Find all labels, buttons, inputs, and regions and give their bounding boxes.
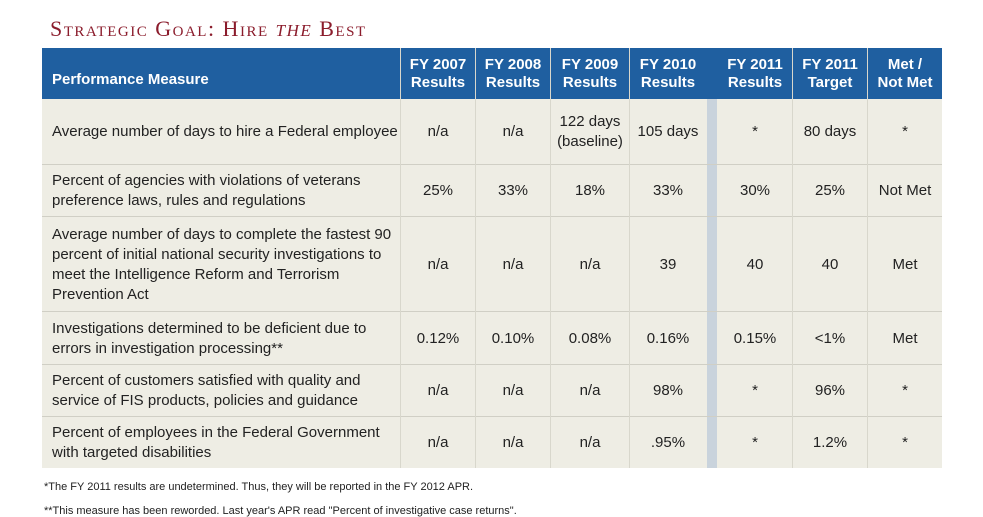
footnote: **This measure has been reworded. Last y…	[44, 505, 517, 517]
cell-fy2008: n/a	[502, 434, 524, 451]
cell-fy2011-results: 40	[746, 255, 764, 273]
cell-met: Met	[892, 255, 918, 273]
cell-fy2010: .95%	[650, 434, 686, 451]
cell-fy2008: n/a	[502, 255, 524, 273]
cell-fy2011-results: *	[752, 123, 758, 140]
column-divider	[792, 48, 793, 468]
footnote: *The FY 2011 results are undetermined. T…	[44, 481, 474, 493]
cell-fy2009: n/a	[579, 434, 601, 451]
cell-fy2008: n/a	[502, 382, 524, 399]
cell-fy2008: 33%	[497, 182, 529, 199]
cell-fy2008: 0.10%	[491, 329, 535, 347]
row-measure: Percent of agencies with violations of v…	[52, 172, 361, 209]
cell-fy2011-results: *	[752, 382, 758, 399]
cell-met: Not Met	[878, 182, 932, 199]
header-fy2010: FY 2010 Results	[639, 55, 697, 91]
cell-fy2007: n/a	[427, 434, 449, 451]
cell-met: *	[902, 123, 908, 140]
header-fy2008: FY 2008 Results	[484, 55, 542, 91]
row-measure: Percent of customers satisfied with qual…	[52, 372, 361, 409]
row-measure: Investigations determined to be deficien…	[52, 319, 367, 357]
cell-fy2010: 98%	[652, 382, 684, 399]
performance-table: Performance Measure FY 2007 Results FY 20…	[42, 48, 942, 468]
column-divider	[475, 48, 476, 468]
page-title: Strategic Goal: Hire the Best	[50, 16, 367, 41]
cell-fy2011-target: 80 days	[803, 123, 857, 140]
cell-fy2011-target: <1%	[814, 329, 846, 347]
cell-fy2011-results: 0.15%	[733, 329, 777, 347]
header-measure: Performance Measure	[52, 71, 209, 88]
cell-fy2007: n/a	[427, 123, 449, 140]
column-divider	[707, 48, 717, 468]
table-row: Average number of days to complete the f…	[42, 216, 942, 312]
cell-fy2010: 0.16%	[646, 329, 690, 347]
cell-met: Met	[892, 329, 918, 347]
table-row: Percent of customers satisfied with qual…	[42, 364, 942, 417]
header-fy2011-results: FY 2011 Results	[727, 55, 783, 91]
column-divider	[550, 48, 551, 468]
cell-fy2010: 39	[659, 255, 677, 273]
cell-met: *	[902, 382, 908, 399]
column-divider	[400, 48, 401, 468]
column-divider	[629, 48, 630, 468]
table-row: Investigations determined to be deficien…	[42, 311, 942, 365]
cell-fy2010: 33%	[652, 182, 684, 199]
cell-fy2007: n/a	[427, 255, 449, 273]
cell-fy2007: 0.12%	[416, 329, 460, 347]
cell-fy2011-target: 25%	[814, 182, 846, 199]
cell-fy2009: 122 days (baseline)	[557, 113, 623, 150]
cell-fy2011-target: 1.2%	[812, 434, 848, 451]
table-row: Percent of agencies with violations of v…	[42, 164, 942, 217]
cell-fy2011-results: 30%	[739, 182, 771, 199]
table-header-row: Performance Measure FY 2007 Results FY 20…	[42, 48, 942, 99]
cell-fy2009: n/a	[579, 382, 601, 399]
header-fy2009: FY 2009 Results	[561, 55, 619, 91]
cell-met: *	[902, 434, 908, 451]
header-fy2007: FY 2007 Results	[409, 55, 467, 91]
cell-fy2010: 105 days	[637, 123, 699, 140]
column-divider	[867, 48, 868, 468]
cell-fy2011-target: 40	[821, 255, 839, 273]
row-measure: Average number of days to complete the f…	[52, 225, 392, 303]
cell-fy2011-target: 96%	[814, 382, 846, 399]
table-row: Average number of days to hire a Federal…	[42, 100, 942, 164]
header-met-not-met: Met / Not Met	[877, 55, 933, 91]
cell-fy2009: n/a	[579, 255, 601, 273]
cell-fy2009: 0.08%	[568, 329, 612, 347]
row-measure: Average number of days to hire a Federal…	[52, 123, 398, 140]
cell-fy2009: 18%	[574, 182, 606, 199]
cell-fy2007: n/a	[427, 382, 449, 399]
cell-fy2011-results: *	[752, 434, 758, 451]
table-row: Percent of employees in the Federal Gove…	[42, 416, 942, 469]
header-fy2011-target: FY 2011 Target	[802, 55, 858, 91]
cell-fy2008: n/a	[502, 123, 524, 140]
row-measure: Percent of employees in the Federal Gove…	[52, 424, 380, 461]
cell-fy2007: 25%	[422, 182, 454, 199]
